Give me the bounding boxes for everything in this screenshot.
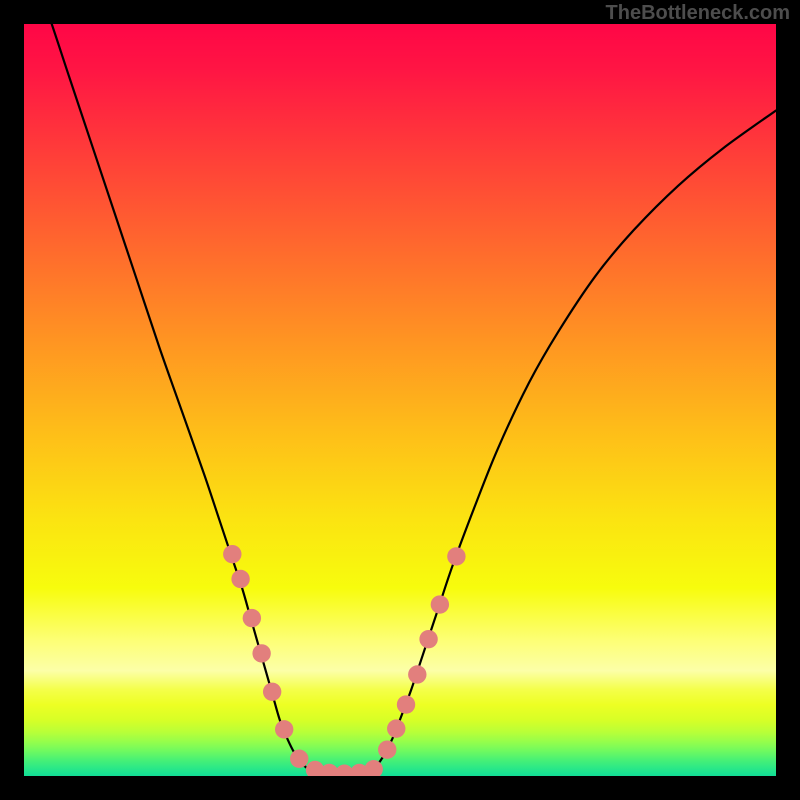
data-marker: [223, 545, 241, 563]
data-marker: [275, 720, 293, 738]
data-marker: [431, 595, 449, 613]
data-marker: [252, 644, 270, 662]
data-marker: [290, 750, 308, 768]
data-marker: [263, 683, 281, 701]
data-marker: [387, 719, 405, 737]
data-marker: [447, 547, 465, 565]
data-marker: [231, 570, 249, 588]
data-marker: [243, 609, 261, 627]
data-marker: [378, 740, 396, 758]
curve-layer: [24, 24, 776, 776]
data-marker: [408, 665, 426, 683]
watermark-text: TheBottleneck.com: [606, 2, 790, 25]
data-marker: [397, 695, 415, 713]
data-marker: [419, 630, 437, 648]
right-branch: [370, 110, 776, 771]
chart-stage: TheBottleneck.com: [0, 0, 800, 800]
plot-area: [24, 24, 776, 776]
data-markers: [223, 545, 465, 776]
